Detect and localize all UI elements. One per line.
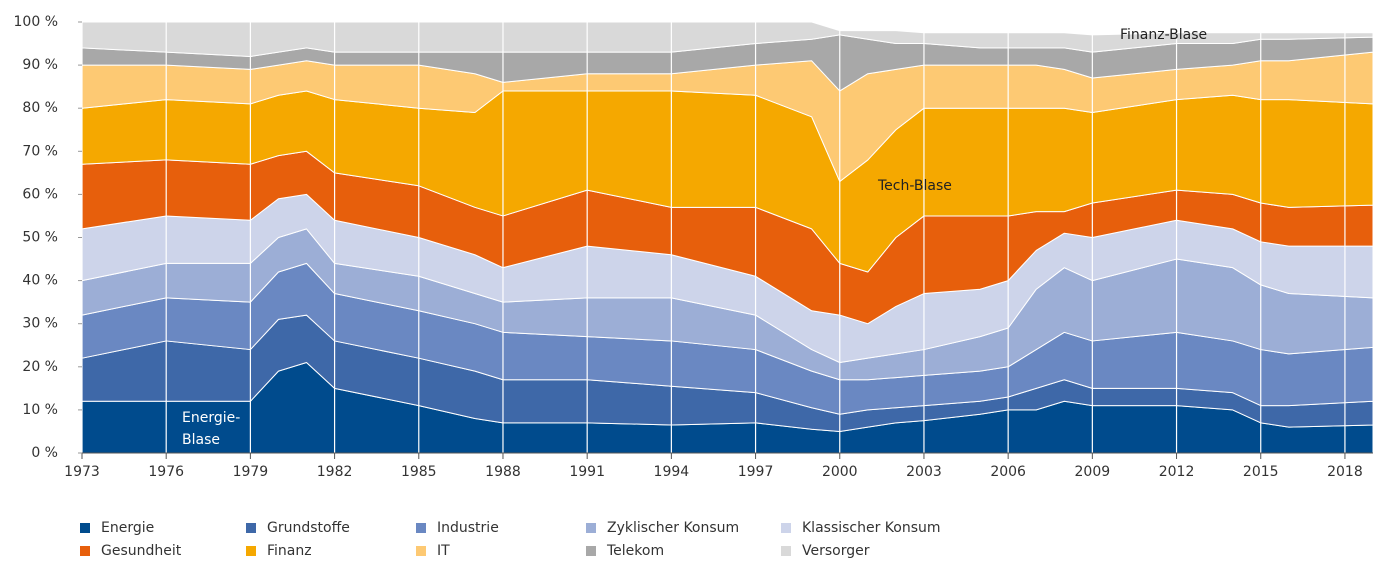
x-tick-label: 1982 xyxy=(317,464,353,480)
legend-label: Industrie xyxy=(437,520,499,536)
x-tick-label: 1973 xyxy=(64,464,100,480)
x-tick-label: 1997 xyxy=(738,464,774,480)
legend-label: Zyklischer Konsum xyxy=(607,520,739,536)
legend-swatch xyxy=(416,523,426,533)
y-tick-label: 30 % xyxy=(22,316,58,332)
annotation: Energie- xyxy=(182,410,240,426)
y-tick-label: 50 % xyxy=(22,230,58,246)
x-tick-label: 1991 xyxy=(569,464,605,480)
x-tick-label: 2006 xyxy=(990,464,1026,480)
x-tick-label: 1979 xyxy=(233,464,269,480)
legend-label: Energie xyxy=(101,520,154,536)
annotation: Finanz-Blase xyxy=(1120,27,1207,43)
legend-swatch xyxy=(246,523,256,533)
y-tick-label: 60 % xyxy=(22,186,58,202)
legend-swatch xyxy=(246,546,256,556)
annotation: Blase xyxy=(182,432,220,448)
y-tick-label: 40 % xyxy=(22,273,58,289)
legend-swatch xyxy=(586,523,596,533)
x-tick-label: 2009 xyxy=(1075,464,1111,480)
x-tick-label: 1988 xyxy=(485,464,521,480)
legend-swatch xyxy=(781,523,791,533)
x-tick-label: 2003 xyxy=(906,464,942,480)
y-tick-label: 20 % xyxy=(22,359,58,375)
x-tick-label: 2015 xyxy=(1243,464,1279,480)
annotation: Tech-Blase xyxy=(877,178,952,194)
legend-label: Gesundheit xyxy=(101,543,182,559)
legend-label: Finanz xyxy=(267,543,312,559)
y-tick-label: 80 % xyxy=(22,100,58,116)
legend-label: Telekom xyxy=(606,543,664,559)
y-tick-label: 100 % xyxy=(14,14,58,30)
legend-swatch xyxy=(416,546,426,556)
legend-label: Versorger xyxy=(802,543,870,559)
legend-label: Klassischer Konsum xyxy=(802,520,941,536)
legend-swatch xyxy=(781,546,791,556)
y-tick-label: 10 % xyxy=(22,402,58,418)
x-tick-label: 2018 xyxy=(1327,464,1363,480)
legend-swatch xyxy=(80,523,90,533)
x-tick-label: 1976 xyxy=(148,464,184,480)
legend-swatch xyxy=(80,546,90,556)
y-tick-label: 0 % xyxy=(31,445,58,461)
x-tick-label: 1985 xyxy=(401,464,437,480)
y-tick-label: 70 % xyxy=(22,143,58,159)
legend-swatch xyxy=(586,546,596,556)
x-tick-label: 2000 xyxy=(822,464,858,480)
legend-label: IT xyxy=(437,543,450,559)
legend-label: Grundstoffe xyxy=(267,520,350,536)
x-tick-label: 2012 xyxy=(1159,464,1195,480)
x-tick-label: 1994 xyxy=(654,464,690,480)
y-tick-label: 90 % xyxy=(22,57,58,73)
